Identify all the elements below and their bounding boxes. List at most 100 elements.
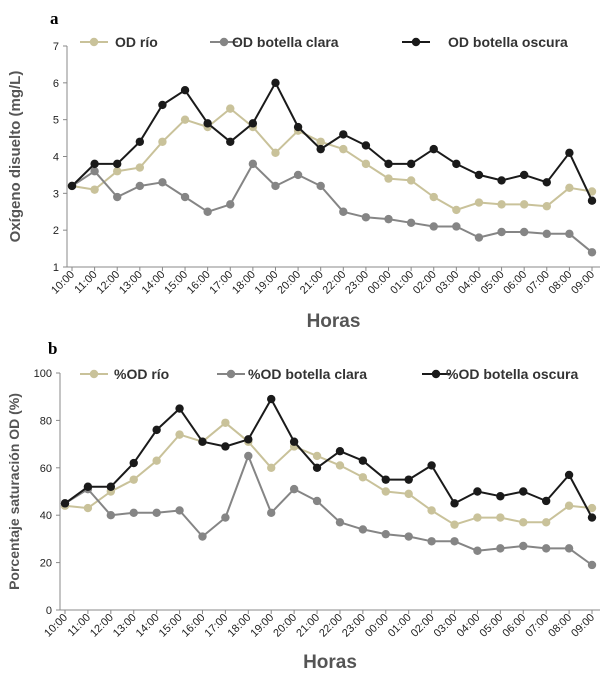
x-axis-title: Horas xyxy=(307,311,361,332)
x-tick-label: 21:00 xyxy=(298,269,326,297)
x-tick-label: 01:00 xyxy=(388,269,416,297)
x-tick-label: 06:00 xyxy=(500,612,528,640)
data-point xyxy=(135,137,145,146)
data-point xyxy=(358,456,368,465)
data-point xyxy=(361,159,371,169)
data-point xyxy=(381,475,390,484)
y-tick-label: 2 xyxy=(53,225,59,237)
panel-label: a xyxy=(50,9,59,28)
data-point xyxy=(267,508,276,518)
x-tick-label: 08:00 xyxy=(546,612,574,640)
data-point xyxy=(90,185,99,194)
x-tick-label: 00:00 xyxy=(363,612,391,640)
x-tick-label: 09:00 xyxy=(569,612,597,640)
data-point xyxy=(381,529,390,539)
x-tick-label: 19:00 xyxy=(253,269,281,297)
y-tick-label: 5 xyxy=(53,115,59,127)
data-point xyxy=(587,503,597,513)
data-point xyxy=(473,513,482,522)
data-point xyxy=(158,137,167,146)
data-point xyxy=(271,181,280,191)
data-point xyxy=(267,463,276,472)
data-point xyxy=(271,148,280,158)
data-point xyxy=(427,537,436,546)
data-point xyxy=(316,181,325,191)
data-point xyxy=(198,532,207,541)
data-point xyxy=(542,202,551,211)
x-tick-label: 01:00 xyxy=(386,612,414,640)
data-point xyxy=(180,115,190,124)
y-tick-label: 4 xyxy=(53,152,59,164)
y-tick-label: 60 xyxy=(40,463,52,475)
data-point xyxy=(565,183,574,193)
data-point xyxy=(129,508,138,518)
data-point xyxy=(90,159,99,169)
data-point xyxy=(587,187,597,196)
data-point xyxy=(129,458,138,468)
data-point xyxy=(339,144,348,154)
chart-panel-b: b02040608010010:0011:0012:0013:0014:0015… xyxy=(6,339,600,673)
data-point xyxy=(565,229,574,239)
data-point xyxy=(113,192,122,202)
x-tick-label: 18:00 xyxy=(230,269,258,297)
data-point xyxy=(541,496,551,506)
x-tick-label: 13:00 xyxy=(117,269,145,297)
data-point xyxy=(519,487,528,496)
data-point xyxy=(587,560,597,570)
y-tick-label: 7 xyxy=(53,41,59,53)
y-tick-label: 0 xyxy=(46,605,52,617)
data-point xyxy=(271,78,280,88)
x-tick-label: 22:00 xyxy=(317,612,345,640)
data-point xyxy=(244,435,253,444)
x-tick-label: 15:00 xyxy=(162,269,190,297)
y-tick-label: 100 xyxy=(34,368,52,380)
data-point xyxy=(339,130,348,139)
data-point xyxy=(381,487,390,496)
data-point xyxy=(429,192,438,202)
y-axis-title: Oxígeno disuelto (mg/L) xyxy=(7,71,24,243)
data-point xyxy=(452,159,461,169)
data-point xyxy=(429,222,438,231)
x-tick-label: 05:00 xyxy=(478,612,506,640)
panel-label: b xyxy=(48,339,57,358)
data-point xyxy=(203,119,212,128)
data-point xyxy=(293,122,303,132)
data-point xyxy=(180,86,190,95)
x-tick-label: 07:00 xyxy=(523,612,551,640)
x-tick-label: 16:00 xyxy=(185,269,213,297)
x-tick-label: 21:00 xyxy=(294,612,322,640)
legend-label: %OD botella oscura xyxy=(446,366,578,382)
data-point xyxy=(129,475,138,484)
legend-swatch-marker xyxy=(431,369,441,379)
x-tick-label: 23:00 xyxy=(340,612,368,640)
data-point xyxy=(113,167,122,176)
x-tick-label: 14:00 xyxy=(134,612,162,640)
data-point xyxy=(358,473,368,482)
data-point xyxy=(175,404,184,413)
data-point xyxy=(221,513,230,522)
data-point xyxy=(384,214,393,224)
data-point xyxy=(406,176,416,185)
data-point xyxy=(67,181,77,191)
series-line-1 xyxy=(64,421,593,526)
legend-swatch-marker xyxy=(89,37,99,47)
data-point xyxy=(312,496,322,506)
data-point xyxy=(452,222,461,231)
data-point xyxy=(221,418,230,427)
data-point xyxy=(542,229,551,239)
data-point xyxy=(180,192,190,202)
data-point xyxy=(316,144,325,154)
data-point xyxy=(496,492,505,501)
x-tick-label: 04:00 xyxy=(456,269,484,297)
data-point xyxy=(113,159,122,169)
legend-label: OD botella oscura xyxy=(448,34,568,50)
data-point xyxy=(519,227,529,237)
data-point xyxy=(361,213,371,222)
data-point xyxy=(541,544,551,553)
x-tick-label: 23:00 xyxy=(343,269,371,297)
y-tick-label: 20 xyxy=(40,558,52,570)
y-tick-label: 1 xyxy=(53,262,59,274)
x-tick-label: 05:00 xyxy=(479,269,507,297)
